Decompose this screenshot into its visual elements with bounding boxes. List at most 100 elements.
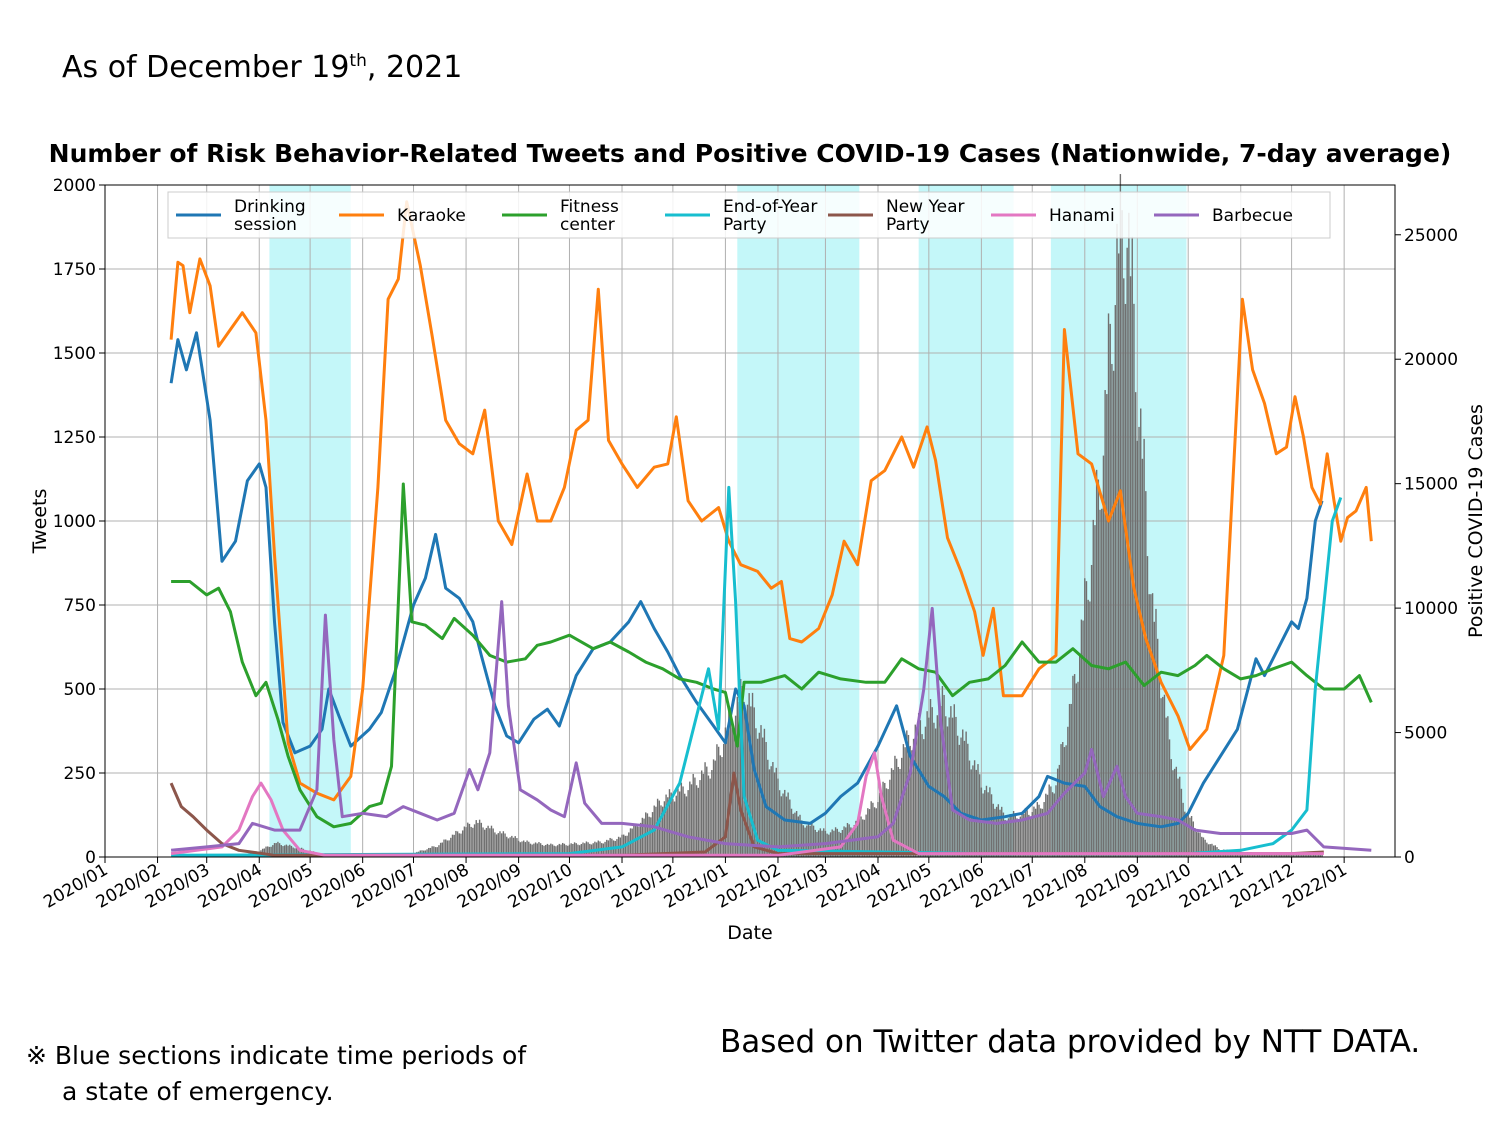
case-bar	[526, 840, 528, 857]
case-bar	[673, 801, 676, 857]
case-bar	[1124, 303, 1127, 858]
y2-tick-label: 15000	[1404, 475, 1458, 495]
case-bar	[1077, 681, 1079, 857]
legend-label-line: Fitness	[560, 197, 619, 217]
case-bar	[278, 843, 281, 857]
case-bar	[953, 704, 955, 857]
case-bar	[529, 843, 532, 857]
case-bar	[970, 769, 972, 857]
case-bar	[1062, 742, 1064, 857]
case-bar	[639, 822, 642, 857]
case-bar	[541, 844, 544, 857]
case-bar	[1190, 816, 1193, 857]
case-bar	[1053, 793, 1055, 857]
case-bar	[992, 803, 994, 857]
case-bar	[1099, 509, 1101, 857]
case-bar	[717, 746, 720, 857]
case-bar	[1050, 786, 1052, 857]
case-bar	[563, 843, 566, 857]
case-bar	[1170, 759, 1172, 857]
case-bar	[1201, 836, 1203, 857]
case-bar	[1301, 853, 1303, 857]
case-bar	[826, 833, 828, 857]
case-bar	[1045, 793, 1047, 857]
case-bar	[545, 844, 547, 857]
case-bar	[551, 844, 554, 857]
case-bar	[763, 728, 766, 857]
case-bar	[801, 820, 803, 857]
case-bar	[1268, 853, 1271, 857]
case-bar	[636, 826, 638, 857]
legend-label-line: Party	[886, 215, 930, 235]
case-bar	[962, 729, 964, 857]
case-bar	[1192, 821, 1194, 857]
case-bar	[1021, 812, 1023, 857]
case-bar	[960, 737, 962, 857]
case-bar	[536, 843, 538, 857]
case-bar	[1084, 578, 1086, 857]
case-bar	[984, 790, 986, 857]
case-bar	[1319, 853, 1322, 857]
case-bar	[494, 832, 496, 857]
case-bar	[1028, 814, 1030, 857]
case-bar	[1136, 440, 1139, 857]
case-bar	[707, 775, 710, 857]
case-bar	[906, 730, 908, 857]
case-bar	[1284, 853, 1286, 857]
case-bar	[709, 778, 711, 857]
case-bar	[745, 713, 747, 857]
legend-label-line: End-of-Year	[723, 197, 817, 217]
case-bar	[438, 845, 440, 857]
case-bar	[750, 706, 752, 857]
case-bar	[995, 806, 998, 857]
case-bar	[1060, 744, 1062, 857]
case-bar	[1290, 854, 1293, 857]
case-bar	[1175, 766, 1178, 857]
case-bar	[1140, 408, 1142, 857]
case-bar	[1307, 853, 1310, 857]
case-bar	[684, 793, 686, 857]
case-bar	[889, 779, 891, 857]
case-bar	[719, 755, 722, 857]
case-bar	[716, 744, 718, 857]
case-bar	[1160, 698, 1162, 857]
as-of-year: , 2021	[366, 50, 463, 85]
case-bar	[655, 806, 657, 857]
case-bar	[797, 816, 800, 857]
case-bar	[1007, 818, 1010, 857]
case-bar	[978, 774, 981, 857]
y-axis-label: Tweets	[29, 489, 51, 555]
case-bar	[1151, 593, 1154, 857]
legend-label-line: session	[234, 215, 297, 235]
case-bar	[1145, 491, 1147, 857]
case-bar	[1070, 703, 1072, 857]
case-bar	[502, 831, 505, 857]
case-bar	[1079, 653, 1081, 857]
case-bar	[1017, 820, 1020, 857]
case-bar	[919, 720, 922, 857]
case-bar	[1204, 839, 1206, 857]
case-bar	[916, 730, 918, 857]
case-bar	[721, 757, 723, 857]
case-bar	[955, 716, 957, 857]
as-of-date: As of December 19th, 2021	[62, 50, 462, 85]
case-bar	[982, 793, 984, 857]
case-bar	[1148, 594, 1150, 857]
case-bar	[626, 835, 628, 857]
case-bar	[499, 831, 501, 857]
case-bar	[1194, 828, 1196, 857]
case-bar	[638, 826, 640, 857]
case-bar	[929, 699, 932, 857]
case-bar	[794, 812, 796, 857]
case-bar	[517, 840, 520, 857]
case-bar	[1073, 674, 1076, 857]
y-tick-label: 1500	[53, 344, 96, 364]
case-bar	[1289, 853, 1291, 857]
case-bar	[724, 727, 727, 857]
note-line-2: a state of emergency.	[62, 1077, 334, 1106]
case-bar	[1187, 812, 1189, 857]
case-bar	[699, 780, 701, 857]
case-bar	[1311, 853, 1313, 857]
case-bar	[1155, 608, 1157, 857]
case-bar	[1094, 525, 1096, 857]
